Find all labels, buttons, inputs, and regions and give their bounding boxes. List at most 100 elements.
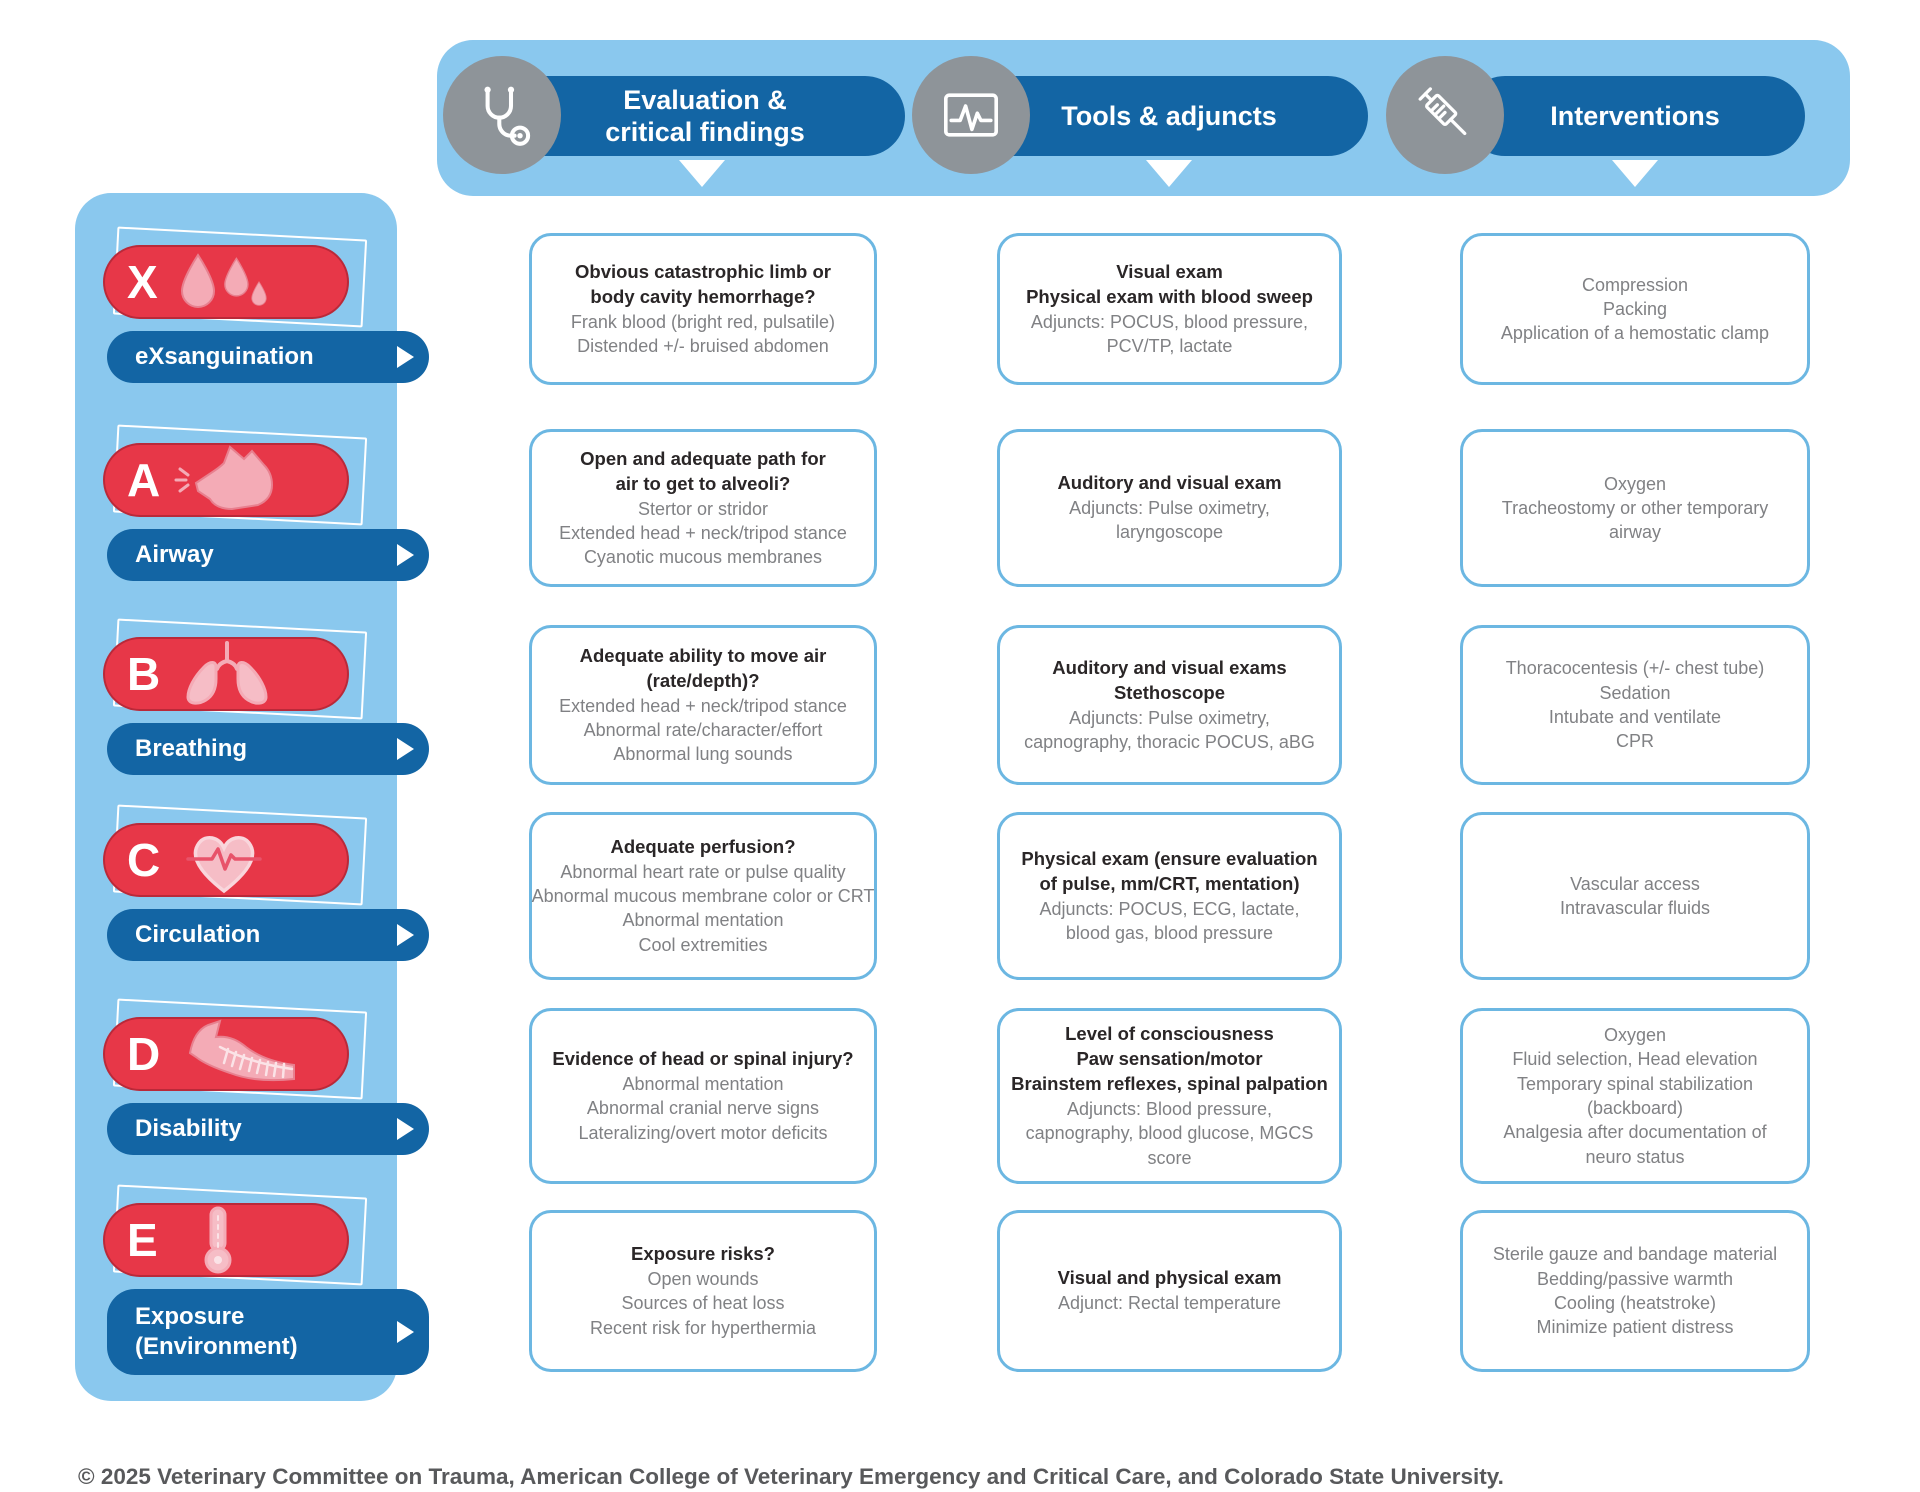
cell-exposure-tools: Visual and physical exam Adjunct: Rectal…: [997, 1210, 1342, 1372]
header-evaluation-pill: Evaluation & critical findings: [505, 76, 905, 156]
cell-gray-text: Adjuncts: Pulse oximetry, capnography, th…: [1024, 707, 1315, 752]
blood-drops-icon: [170, 251, 290, 313]
cell-gray-text: Open wounds Sources of heat loss Recent ri…: [589, 1269, 817, 1338]
cell-gray-text: Oxygen Fluid selection, Head elevation Tem…: [1503, 1025, 1767, 1167]
cell-bold-text: Adequate perfusion?: [610, 835, 796, 857]
cell-exsanguination-interventions: Compression Packing Application of a hemos…: [1460, 233, 1810, 385]
lungs-icon: [172, 641, 282, 707]
sidebar-item-airway: A Airway: [75, 424, 435, 627]
cell-breathing-tools: Auditory and visual exams Stethoscope Adj…: [997, 625, 1342, 785]
cell-gray-text: Thoracocentesis (+/- chest tube) Sedation…: [1505, 658, 1765, 752]
cell-bold-text: Obvious catastrophic limb or body cavity …: [575, 260, 831, 307]
cell-bold-text: Visual and physical exam: [1057, 1267, 1282, 1289]
cell-disability-tools: Level of consciousness Paw sensation/moto…: [997, 1008, 1342, 1184]
sidebar-label-exposure: Exposure (Environment): [107, 1289, 429, 1375]
sidebar-label-exsanguination: eXsanguination: [107, 331, 429, 383]
sidebar-label-disability: Disability: [107, 1103, 429, 1155]
cell-airway-interventions: Oxygen Tracheostomy or other temporary air…: [1460, 429, 1810, 587]
sidebar-item-exsanguination: X eXsanguination: [75, 226, 435, 429]
sidebar-label-text: Circulation: [135, 921, 261, 948]
header-evaluation-label: Evaluation & critical findings: [605, 84, 805, 147]
sidebar-label-text: Airway: [135, 541, 214, 568]
arrow-right-icon: [397, 544, 414, 566]
arrow-right-icon: [397, 738, 414, 760]
cell-gray-text: Adjunct: Rectal temperature: [1057, 1293, 1282, 1314]
cell-bold-text: Visual exam Physical exam with blood swee…: [1026, 260, 1313, 307]
sidebar-label-text: eXsanguination: [135, 343, 314, 370]
sidebar-item-disability: D: [75, 998, 435, 1201]
header-band: Evaluation & critical findings Tools & ad…: [437, 40, 1850, 196]
sidebar-label-text: Exposure (Environment): [135, 1303, 298, 1360]
cell-gray-text: Abnormal mentation Abnormal cranial nerve…: [578, 1074, 828, 1143]
letter-b: B: [127, 648, 161, 700]
chevron-down-icon: [1146, 160, 1192, 187]
sidebar-label-circulation: Circulation: [107, 909, 429, 961]
thermometer-icon: [196, 1206, 240, 1274]
cell-exsanguination-evaluation: Obvious catastrophic limb or body cavity …: [529, 233, 877, 385]
cell-gray-text: Adjuncts: POCUS, ECG, lactate, blood gas,…: [1039, 898, 1300, 943]
cell-gray-text: Frank blood (bright red, pulsatile) Diste…: [570, 311, 836, 356]
ecg-monitor-icon: [912, 56, 1030, 174]
cell-circulation-evaluation: Adequate perfusion? Abnormal heart rate …: [529, 812, 877, 980]
cell-exsanguination-tools: Visual exam Physical exam with blood swee…: [997, 233, 1342, 385]
sidebar-item-circulation: C Circulation: [75, 804, 435, 1007]
cell-airway-tools: Auditory and visual exam Adjuncts: Pulse…: [997, 429, 1342, 587]
cell-gray-text: Stertor or stridor Extended head + neck/t…: [559, 498, 847, 568]
cell-gray-text: Oxygen Tracheostomy or other temporary air…: [1501, 473, 1769, 543]
letter-c: C: [127, 834, 161, 886]
copyright-text: © 2025 Veterinary Committee on Trauma, A…: [78, 1464, 1504, 1489]
cell-disability-evaluation: Evidence of head or spinal injury? Abnor…: [529, 1008, 877, 1184]
cell-exposure-interventions: Sterile gauze and bandage material Beddin…: [1460, 1210, 1810, 1372]
letter-e: E: [127, 1214, 158, 1266]
sidebar-band: [75, 193, 397, 1401]
sidebar-label-airway: Airway: [107, 529, 429, 581]
cell-gray-text: Vascular access Intravascular fluids: [1559, 873, 1711, 918]
header-tools-label: Tools & adjuncts: [1061, 100, 1277, 131]
chevron-down-icon: [1612, 160, 1658, 187]
sidebar-item-exposure: E Exposure (Environment): [75, 1184, 435, 1387]
letter-a: A: [127, 454, 161, 506]
letter-pill-a: A: [103, 443, 349, 517]
cell-gray-text: Adjuncts: Blood pressure, capnography, bl…: [1025, 1099, 1314, 1168]
letter-pill-d: D: [103, 1017, 349, 1091]
cell-gray-text: Adjuncts: Pulse oximetry, laryngoscope: [1069, 498, 1270, 543]
cell-bold-text: Auditory and visual exam: [1057, 472, 1282, 494]
cell-disability-interventions: Oxygen Fluid selection, Head elevation Tem…: [1460, 1008, 1810, 1184]
cell-gray-text: Adjuncts: POCUS, blood pressure, PCV/TP, …: [1030, 311, 1309, 356]
header-interventions-label: Interventions: [1550, 100, 1720, 131]
sidebar-label-text: Disability: [135, 1115, 242, 1142]
sidebar-label-breathing: Breathing: [107, 723, 429, 775]
arrow-right-icon: [397, 346, 414, 368]
letter-pill-c: C: [103, 823, 349, 897]
sidebar-label-text: Breathing: [135, 735, 248, 762]
dog-spine-icon: [172, 1019, 322, 1089]
cell-gray-text: Compression Packing Application of a hemos…: [1500, 274, 1770, 344]
arrow-right-icon: [397, 1321, 414, 1343]
letter-d: D: [127, 1028, 161, 1080]
dog-bark-icon: [172, 445, 300, 515]
arrow-right-icon: [397, 924, 414, 946]
cell-bold-text: Level of consciousness Paw sensation/moto…: [1011, 1023, 1328, 1095]
header-tools-pill: Tools & adjuncts: [970, 76, 1368, 156]
syringe-icon: [1386, 56, 1504, 174]
letter-x: X: [127, 256, 158, 308]
cell-gray-text: Extended head + neck/tripod stance Abnorm…: [559, 695, 847, 765]
cell-circulation-interventions: Vascular access Intravascular fluids: [1460, 812, 1810, 980]
cell-bold-text: Evidence of head or spinal injury?: [552, 1048, 854, 1070]
cell-breathing-evaluation: Adequate ability to move air (rate/depth)…: [529, 625, 877, 785]
cell-bold-text: Adequate ability to move air (rate/depth)…: [579, 644, 827, 691]
stethoscope-icon: [443, 56, 561, 174]
letter-pill-e: E: [103, 1203, 349, 1277]
header-interventions-pill: Interventions: [1465, 76, 1805, 156]
cell-breathing-interventions: Thoracocentesis (+/- chest tube) Sedation…: [1460, 625, 1810, 785]
letter-pill-b: B: [103, 637, 349, 711]
cell-circulation-tools: Physical exam (ensure evaluation of pulse…: [997, 812, 1342, 980]
cell-exposure-evaluation: Exposure risks? Open wounds Sources of he…: [529, 1210, 877, 1372]
cell-gray-text: Sterile gauze and bandage material Beddin…: [1492, 1244, 1778, 1338]
cell-gray-text: Abnormal heart rate or pulse quality Abno…: [531, 861, 875, 955]
cell-airway-evaluation: Open and adequate path for air to get to …: [529, 429, 877, 587]
cell-bold-text: Auditory and visual exams Stethoscope: [1052, 656, 1287, 703]
letter-pill-x: X: [103, 245, 349, 319]
arrow-right-icon: [397, 1118, 414, 1140]
